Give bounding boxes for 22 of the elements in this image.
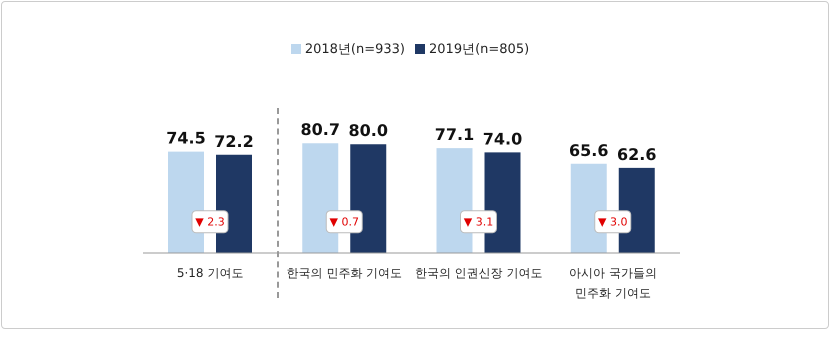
x-tick-label: 한국의 인권신장 기여도 (414, 266, 542, 280)
data-label: 74.5 (166, 128, 206, 148)
bar (168, 152, 204, 253)
data-label: 62.6 (617, 144, 656, 164)
data-label: 80.0 (348, 121, 388, 140)
data-label: 80.7 (300, 120, 340, 140)
annotation: ▼ 2.3 (195, 216, 225, 229)
annotation: ▼ 3.0 (598, 216, 628, 229)
bar (436, 148, 472, 253)
x-tick-label: 5·18 기여도 (176, 266, 244, 280)
annotation: ▼ 3.1 (464, 216, 494, 229)
legend-label: 2019년(n=805) (429, 42, 530, 57)
x-tick-label: 한국의 민주화 기여도 (286, 266, 402, 280)
data-label: 65.6 (569, 140, 608, 160)
x-tick-label: 아시아 국가들의 민주화 기여도 (568, 266, 657, 300)
bar (302, 143, 338, 253)
data-label: 72.2 (214, 132, 254, 151)
bar (570, 164, 607, 253)
annotation: ▼ 0.7 (330, 216, 359, 229)
data-label: 77.1 (434, 125, 474, 144)
legend-label: 2018년(n=933) (304, 42, 405, 57)
data-label: 74.0 (482, 129, 522, 148)
